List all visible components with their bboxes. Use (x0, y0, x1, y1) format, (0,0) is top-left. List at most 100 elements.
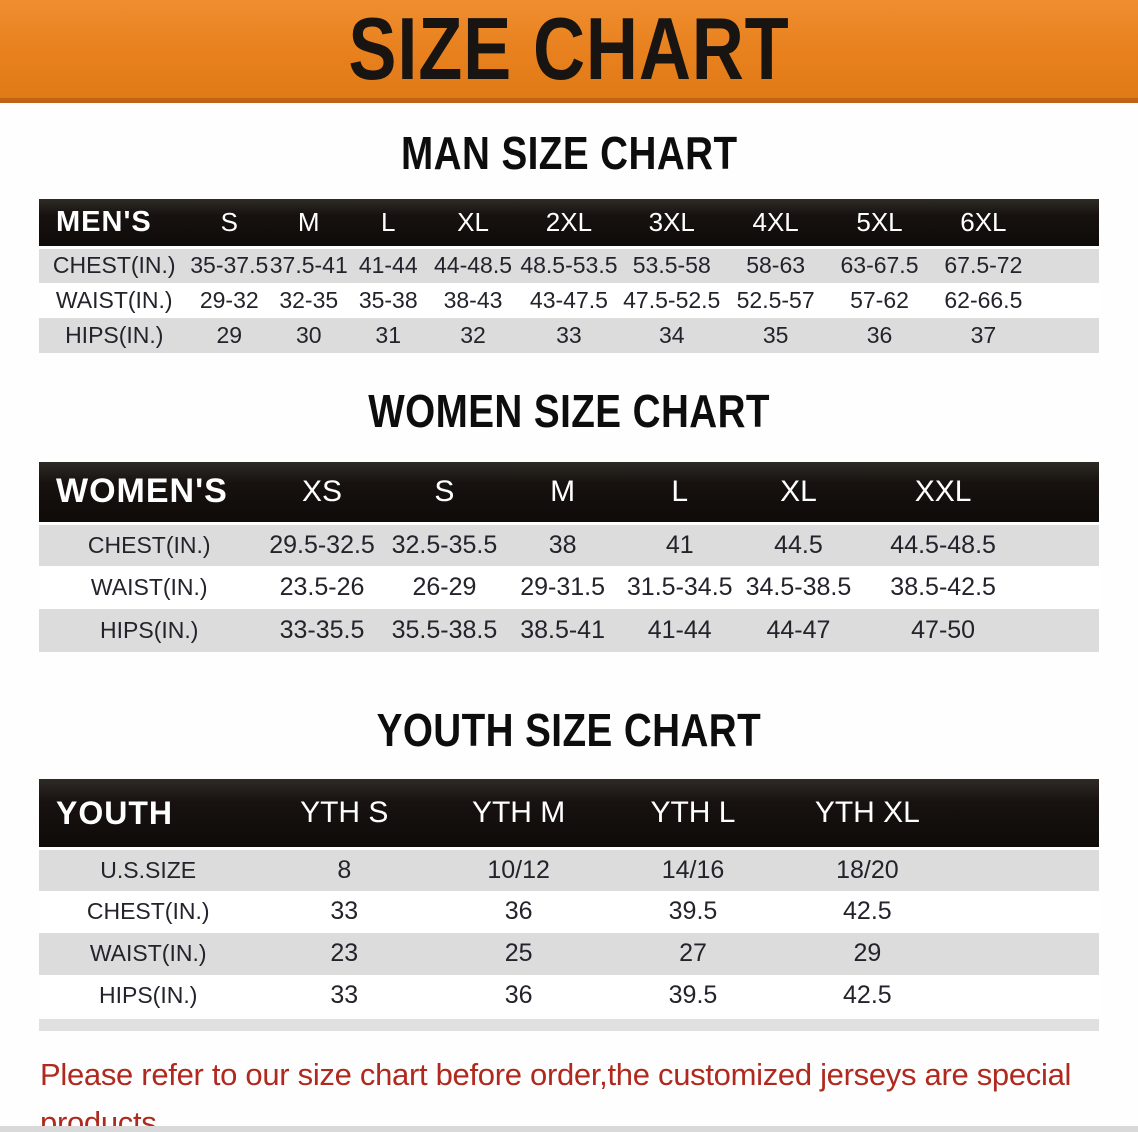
spacer-cell (1027, 566, 1099, 609)
size-col-header: 3XL (619, 199, 724, 248)
youth-table-bottom-strip (39, 1018, 1099, 1031)
size-col-header: L (620, 461, 739, 523)
size-value: 23.5-26 (259, 566, 385, 609)
size-col-header: YTH XL (779, 779, 955, 849)
women-chest-row: CHEST(IN.) 29.5-32.5 32.5-35.5 38 41 44.… (39, 521, 1099, 566)
size-col-header: YTH L (606, 779, 780, 849)
size-value: 41 (620, 521, 739, 566)
spacer-cell (1035, 282, 1099, 318)
men-section-heading: MAN SIZE CHART (0, 129, 1138, 177)
size-value: 33-35.5 (259, 609, 385, 652)
size-value: 10/12 (431, 847, 607, 891)
size-value: 43-47.5 (518, 282, 620, 318)
spacer-cell (1027, 461, 1099, 523)
size-value: 39.5 (606, 974, 780, 1017)
size-value: 29 (189, 317, 269, 353)
men-header-row: MEN'S S M L XL 2XL 3XL 4XL 5XL 6XL (39, 199, 1099, 248)
size-value: 32 (427, 317, 519, 353)
spacer-cell (1027, 609, 1099, 652)
size-value: 35.5-38.5 (384, 609, 505, 652)
women-heading-text: WOMEN SIZE CHART (368, 384, 770, 437)
size-value: 33 (257, 974, 432, 1017)
size-value: 36 (827, 317, 932, 353)
size-value: 36 (431, 974, 607, 1017)
size-col-header: S (189, 199, 269, 248)
youth-waist-row: WAIST(IN.) 23 25 27 29 (39, 932, 1099, 975)
size-value: 18/20 (779, 847, 955, 891)
size-value: 42.5 (779, 974, 955, 1017)
size-value: 42.5 (779, 890, 955, 933)
row-label: WAIST(IN.) (39, 282, 190, 318)
size-col-header: 4XL (723, 199, 828, 248)
spacer-cell (954, 890, 1099, 933)
size-value: 47-50 (858, 609, 1028, 652)
size-value: 67.5-72 (931, 246, 1036, 283)
row-label: WAIST(IN.) (39, 566, 260, 609)
size-value: 38.5-42.5 (858, 566, 1028, 609)
size-col-header: 6XL (931, 199, 1036, 248)
spacer-cell (954, 779, 1099, 849)
size-value: 14/16 (606, 847, 780, 891)
row-label: HIPS(IN.) (39, 317, 190, 353)
youth-heading-text: YOUTH SIZE CHART (376, 704, 762, 756)
row-label: WAIST(IN.) (39, 932, 258, 975)
youth-section-heading: YOUTH SIZE CHART (0, 706, 1138, 754)
size-value: 33 (257, 890, 432, 933)
banner: SIZE CHART (0, 0, 1138, 103)
size-value: 39.5 (606, 890, 780, 933)
row-label: U.S.SIZE (39, 847, 258, 891)
men-heading-text: MAN SIZE CHART (400, 127, 738, 179)
spacer-cell (1035, 199, 1099, 248)
size-value: 57-62 (827, 282, 932, 318)
size-col-header: 5XL (827, 199, 932, 248)
size-value: 29-31.5 (504, 566, 621, 609)
youth-ussize-row: U.S.SIZE 8 10/12 14/16 18/20 (39, 847, 1099, 891)
size-value: 23 (257, 932, 432, 975)
size-value: 29 (779, 932, 955, 975)
size-value: 63-67.5 (827, 246, 932, 283)
size-value: 37 (931, 317, 1036, 353)
women-header-row: WOMEN'S XS S M L XL XXL (39, 461, 1099, 523)
spacer-cell (1027, 521, 1099, 566)
size-value: 8 (257, 847, 432, 891)
women-table-label: WOMEN'S (39, 461, 260, 523)
spacer-cell (954, 974, 1099, 1017)
size-col-header: L (348, 199, 428, 248)
youth-chest-row: CHEST(IN.) 33 36 39.5 42.5 (39, 890, 1099, 933)
size-value: 35-37.5 (189, 246, 269, 283)
size-value: 35 (723, 317, 828, 353)
page-bottom-strip (0, 1126, 1138, 1132)
size-col-header: YTH M (431, 779, 607, 849)
size-value: 44-47 (738, 609, 859, 652)
youth-header-row: YOUTH YTH S YTH M YTH L YTH XL (39, 779, 1099, 849)
spacer-cell (954, 847, 1099, 891)
youth-hips-row: HIPS(IN.) 33 36 39.5 42.5 (39, 974, 1099, 1017)
size-value: 25 (431, 932, 607, 975)
spacer-cell (1035, 317, 1099, 353)
size-value: 31.5-34.5 (620, 566, 739, 609)
size-value: 34.5-38.5 (738, 566, 859, 609)
banner-title: SIZE CHART (348, 0, 790, 98)
footer-line-1: Please refer to our size chart before or… (40, 1056, 1072, 1132)
size-value: 48.5-53.5 (518, 246, 620, 283)
footer-note: Please refer to our size chart before or… (40, 1051, 1138, 1132)
size-value: 41-44 (348, 246, 428, 283)
size-value: 38.5-41 (504, 609, 621, 652)
size-col-header: M (269, 199, 349, 248)
size-col-header: XS (259, 461, 385, 523)
size-col-header: YTH S (257, 779, 432, 849)
row-label: CHEST(IN.) (39, 890, 258, 933)
men-waist-row: WAIST(IN.) 29-32 32-35 35-38 38-43 43-47… (39, 282, 1099, 318)
spacer-cell (1035, 246, 1099, 283)
size-value: 44.5-48.5 (858, 521, 1028, 566)
size-value: 29.5-32.5 (259, 521, 385, 566)
men-hips-row: HIPS(IN.) 29 30 31 32 33 34 35 36 37 (39, 317, 1099, 353)
size-value: 58-63 (723, 246, 828, 283)
size-value: 36 (431, 890, 607, 933)
men-chest-row: CHEST(IN.) 35-37.5 37.5-41 41-44 44-48.5… (39, 246, 1099, 283)
size-value: 31 (348, 317, 428, 353)
size-value: 38 (504, 521, 621, 566)
size-col-header: M (504, 461, 621, 523)
row-label: CHEST(IN.) (39, 521, 260, 566)
